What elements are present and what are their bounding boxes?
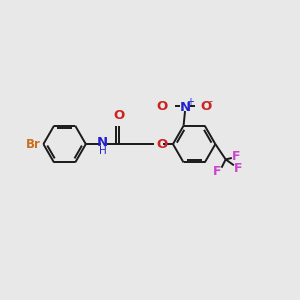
Text: H: H xyxy=(99,146,106,156)
Text: O: O xyxy=(200,100,211,112)
Text: F: F xyxy=(232,150,240,163)
Text: +: + xyxy=(186,97,194,107)
Text: N: N xyxy=(96,136,108,149)
Text: O: O xyxy=(157,138,168,151)
Text: O: O xyxy=(156,100,167,112)
Text: Br: Br xyxy=(26,138,41,151)
Text: -: - xyxy=(209,96,213,106)
Text: F: F xyxy=(234,162,242,175)
Text: N: N xyxy=(179,101,191,114)
Text: F: F xyxy=(213,165,222,178)
Text: O: O xyxy=(113,109,125,122)
